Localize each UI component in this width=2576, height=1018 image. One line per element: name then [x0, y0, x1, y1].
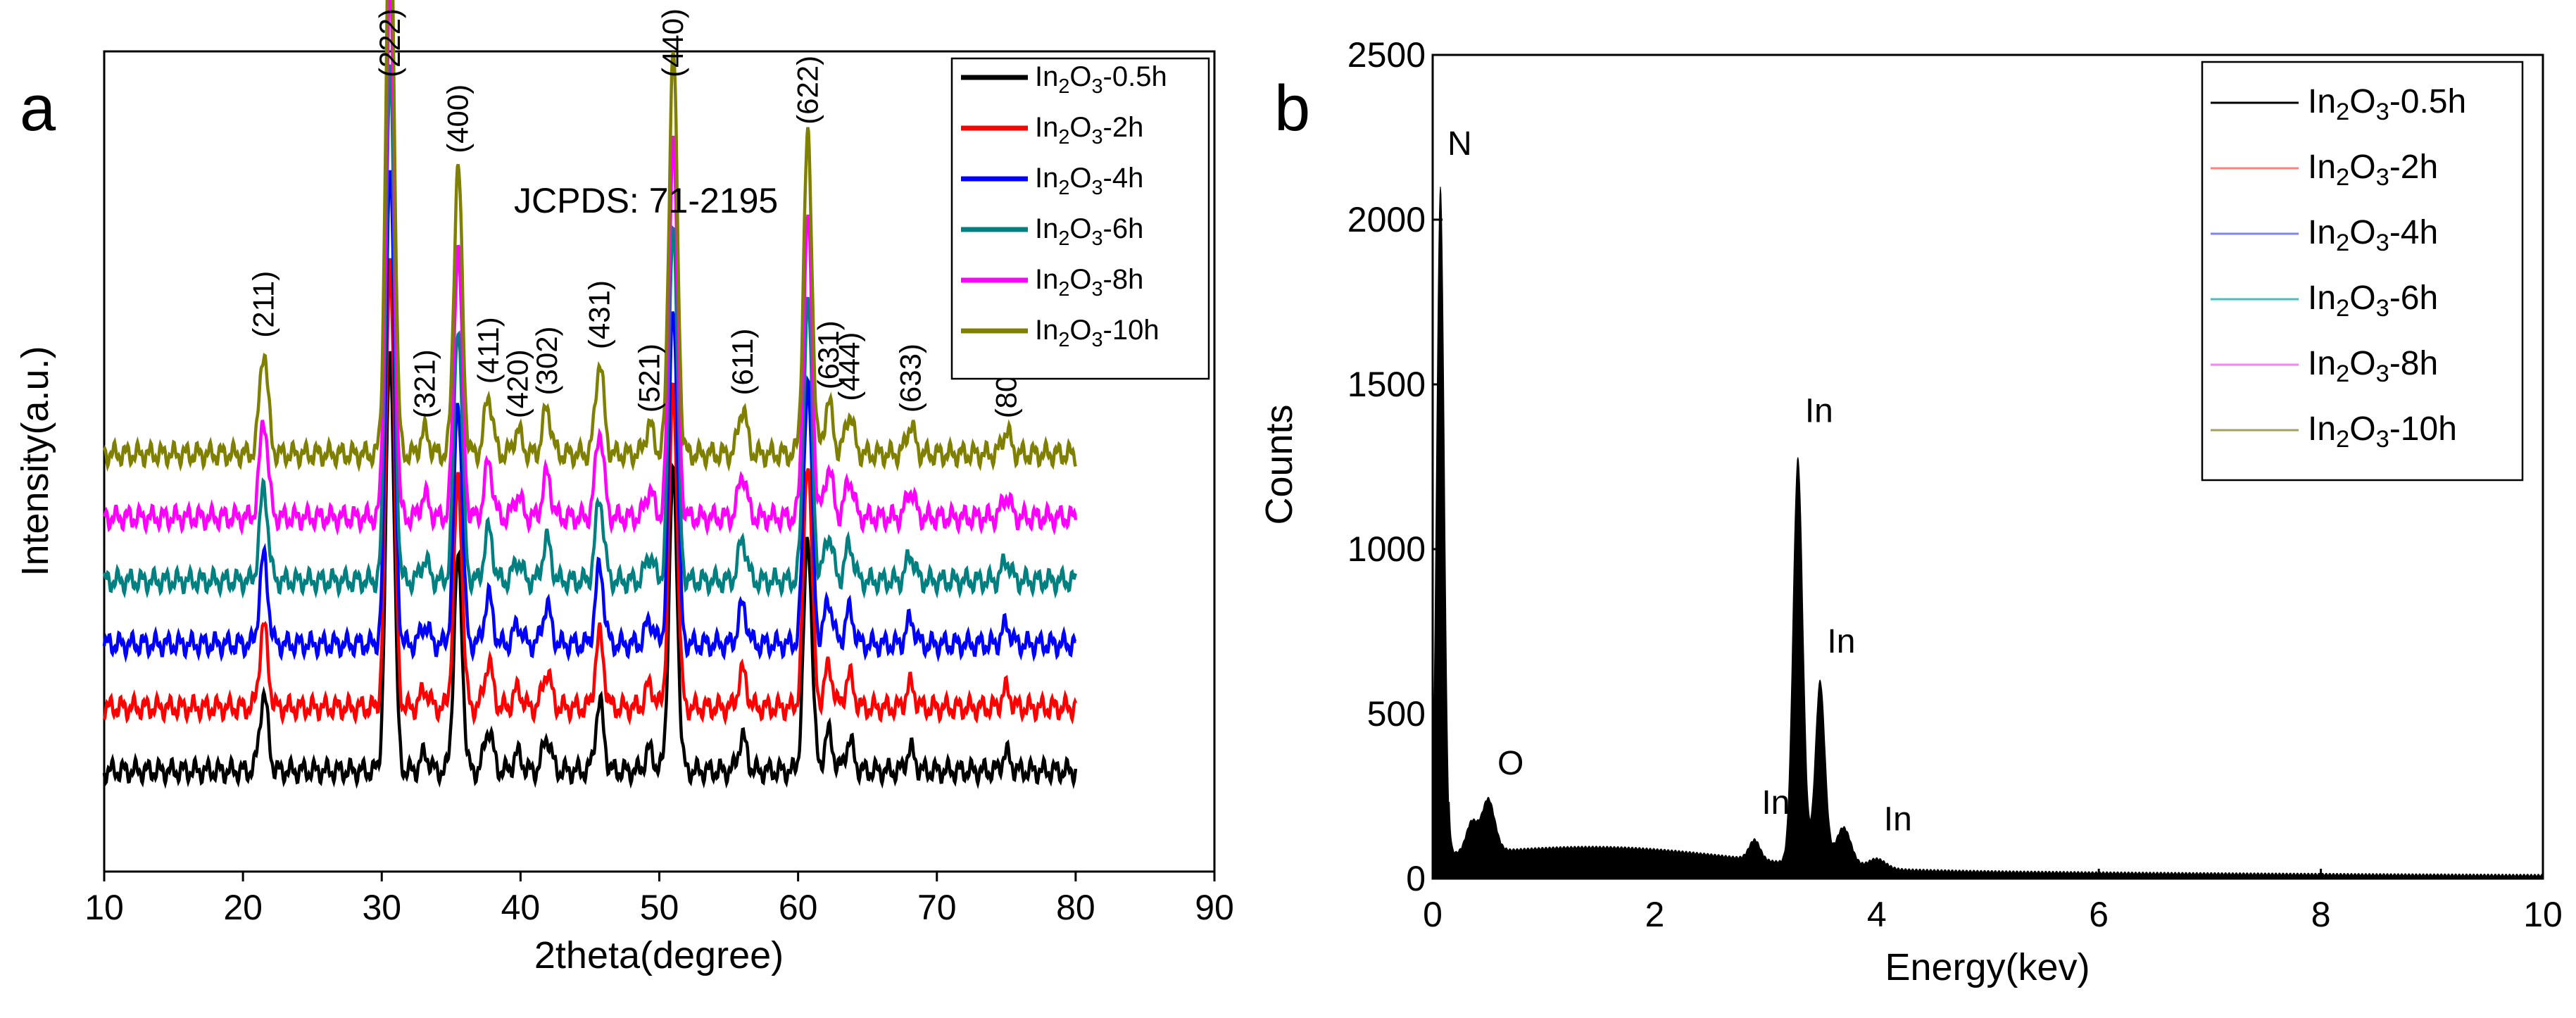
- x-tick-label: 20: [223, 888, 263, 927]
- legend-label: In2O3-2h: [2308, 149, 2438, 191]
- xrd-series-line: [102, 351, 1078, 790]
- panel-b-y-axis-label: Counts: [1258, 404, 1300, 524]
- x-tick-label: 10: [2523, 895, 2563, 934]
- xrd-series-line: [103, 0, 1078, 536]
- hkl-label: (631): [812, 320, 845, 389]
- y-tick-label: 2000: [1347, 200, 1426, 239]
- element-label: In: [1805, 392, 1833, 429]
- x-tick-label: 70: [917, 888, 957, 927]
- panel-b-x-ticks: 0 2 4 6 8 10: [1423, 869, 2563, 934]
- x-tick-label: 80: [1056, 888, 1095, 927]
- x-tick-label: 30: [362, 888, 401, 927]
- xrd-series-line: [102, 258, 1077, 726]
- panel-a-letter: a: [20, 73, 56, 144]
- y-tick-label: 1000: [1347, 529, 1426, 569]
- element-label: O: [1497, 745, 1523, 782]
- x-tick-label: 4: [1867, 895, 1887, 934]
- hkl-label: (622): [791, 56, 824, 125]
- hkl-label: (431): [583, 280, 616, 349]
- hkl-label: (440): [656, 8, 689, 77]
- legend-label: In2O3-8h: [2308, 345, 2438, 387]
- panel-b-chart: b 0 500 1000 1500 2000 2500 0 2 4 6 8 10 N O In In In I…: [1258, 35, 2563, 988]
- element-label: In: [1761, 784, 1790, 822]
- x-tick-label: 2: [1645, 895, 1664, 934]
- x-tick-label: 40: [501, 888, 541, 927]
- x-tick-label: 60: [779, 888, 818, 927]
- element-label: In: [1884, 801, 1912, 838]
- y-tick-label: 2500: [1347, 35, 1426, 75]
- panel-b-legend-box: [2201, 61, 2524, 482]
- legend-label: In2O3-4h: [1035, 163, 1143, 199]
- legend-label: In2O3-4h: [2308, 214, 2438, 256]
- legend-label: In2O3-10h: [2308, 410, 2457, 453]
- element-label: In: [1827, 623, 1855, 660]
- panel-a-legend-box: [950, 57, 1210, 380]
- hkl-label: (611): [726, 329, 759, 396]
- panel-b-legend: In2O3-0.5h In2O3-2h In2O3-4h In2O3-6h In2O3-…: [2201, 61, 2524, 482]
- hkl-label: (444): [833, 332, 866, 401]
- legend-label: In2O3-0.5h: [2308, 83, 2466, 125]
- x-tick-label: 0: [1423, 895, 1443, 934]
- xrd-series-line: [102, 0, 1078, 472]
- jcpds-annotation: JCPDS: 71-2195: [514, 181, 778, 220]
- xrd-series-line: [102, 63, 1078, 599]
- hkl-label: (420): [501, 349, 534, 418]
- panel-a-x-ticks: 10 20 30 40 50 60 70 80 90: [84, 872, 1234, 927]
- hkl-label: (211): [247, 271, 280, 338]
- panel-a-x-axis-label: 2theta(degree): [534, 934, 784, 976]
- panel-a-curves: [102, 0, 1078, 790]
- hkl-label: (400): [441, 84, 475, 153]
- panel-b-spectrum: [1432, 187, 2544, 879]
- hkl-label: (321): [408, 349, 441, 418]
- panel-a-y-axis-label: Intensity(a.u.): [14, 346, 56, 576]
- hkl-label: (411): [472, 317, 505, 384]
- x-tick-label: 6: [2089, 895, 2109, 934]
- x-tick-label: 10: [84, 888, 124, 927]
- legend-label: In2O3-6h: [2308, 279, 2438, 322]
- panel-a-hkl-labels: (211) (222) (321) (400) (411)(420)(302) (431)…: [247, 8, 1023, 418]
- panel-b-y-ticks: 0 500 1000 1500 2000 2500: [1347, 35, 1443, 898]
- y-tick-label: 0: [1406, 859, 1426, 898]
- panel-a-chart: a 10 20 30 40 50 60 70 80 90 (211) (222) (321) (400…: [14, 0, 1234, 976]
- panel-b-letter: b: [1274, 73, 1310, 144]
- eds-spectrum-area: [1432, 187, 2544, 879]
- element-label: N: [1447, 125, 1472, 163]
- panel-a-legend: In2O3-0.5h In2O3-2h In2O3-4h In2O3-6h In2O3-…: [950, 57, 1210, 380]
- y-tick-label: 1500: [1347, 365, 1426, 404]
- legend-label: In2O3-10h: [1035, 315, 1160, 351]
- legend-label: In2O3-0.5h: [1035, 61, 1167, 98]
- xrd-series-line: [102, 170, 1077, 663]
- panel-b-element-labels: N O In In In In: [1447, 125, 1912, 838]
- panel-b-x-axis-label: Energy(kev): [1885, 946, 2090, 988]
- x-tick-label: 90: [1195, 888, 1234, 927]
- legend-label: In2O3-8h: [1035, 264, 1143, 301]
- hkl-label: (633): [893, 344, 926, 413]
- legend-label: In2O3-2h: [1035, 112, 1143, 149]
- hkl-label: (521): [633, 344, 666, 413]
- legend-label: In2O3-6h: [1035, 213, 1143, 250]
- x-tick-label: 50: [640, 888, 679, 927]
- x-tick-label: 8: [2311, 895, 2331, 934]
- y-tick-label: 500: [1367, 694, 1426, 734]
- hkl-label: (302): [530, 326, 563, 395]
- hkl-label: (222): [373, 8, 406, 77]
